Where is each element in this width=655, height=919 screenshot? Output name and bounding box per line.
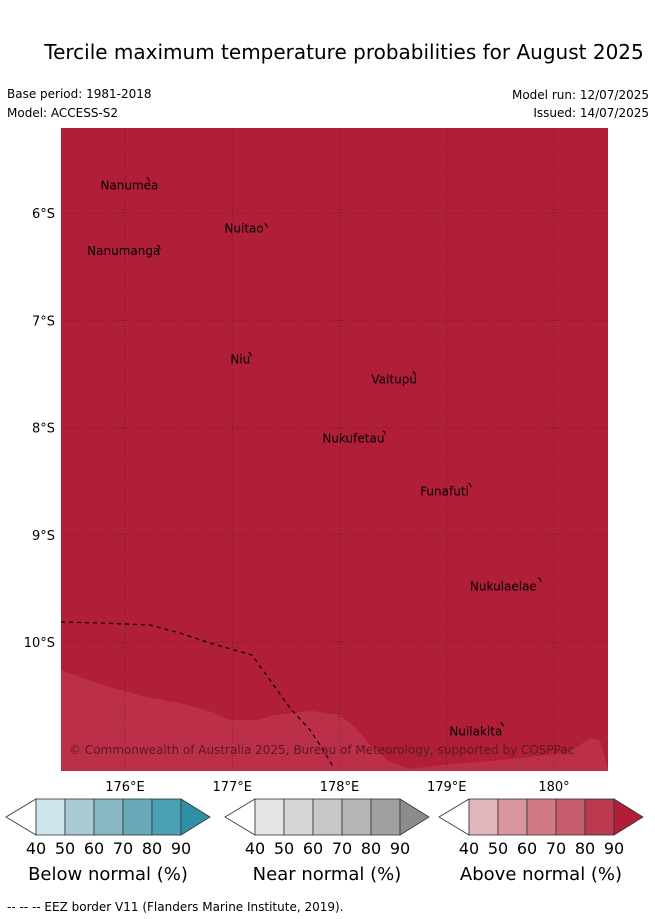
colorbar-segment bbox=[370, 798, 401, 836]
longitude-labels: 176°E 177°E 178°E 179°E 180° bbox=[105, 780, 569, 795]
longitude-label: 176°E bbox=[105, 780, 145, 795]
colorbar-segment bbox=[555, 798, 586, 836]
graticule bbox=[61, 128, 608, 771]
place-label: Nanumea bbox=[100, 179, 158, 193]
colorbar-segment bbox=[283, 798, 314, 836]
colorbar-segment bbox=[468, 798, 499, 836]
eez-footnote: -- -- -- EEZ border V11 (Flanders Marine… bbox=[7, 900, 344, 914]
place-label: Nuilakita bbox=[449, 724, 502, 738]
place-label: Funafuti bbox=[420, 484, 469, 498]
colorbar-legends: 40 50 60 70 80 90 Below normal (%) 40 50 60 70 80 90… bbox=[5, 798, 644, 885]
island-outline bbox=[500, 721, 504, 727]
place-label: Nanumanga bbox=[87, 244, 160, 258]
lower-probability-region bbox=[61, 670, 608, 771]
latitude-labels: 6°S 7°S 8°S 9°S 10°S bbox=[24, 207, 55, 651]
colorbar-segment bbox=[584, 798, 615, 836]
colorbar-tick-label: 50 bbox=[55, 839, 75, 858]
colorbar-segment bbox=[35, 798, 66, 836]
colorbar-below-normal: 40 50 60 70 80 90 Below normal (%) bbox=[5, 798, 211, 885]
colorbar-segment bbox=[497, 798, 528, 836]
colorbar-tick-label: 90 bbox=[604, 839, 624, 858]
place-label: Nuitao bbox=[224, 222, 263, 236]
island-outline bbox=[248, 351, 252, 357]
island-outline bbox=[264, 223, 268, 228]
longitude-label: 179°E bbox=[427, 780, 467, 795]
colorbar-segment bbox=[526, 798, 557, 836]
colorbar-extend-high bbox=[613, 798, 644, 836]
longitude-label: 180° bbox=[538, 780, 569, 795]
colorbar-tick-label: 90 bbox=[171, 839, 191, 858]
colorbar-tick-label: 40 bbox=[459, 839, 479, 858]
place-labels: Nanumea Nuitao Nanumanga Niu Vaitupu Nukufeta… bbox=[87, 177, 542, 738]
colorbar-tick-label: 80 bbox=[361, 839, 381, 858]
colorbar-tick-label: 70 bbox=[546, 839, 566, 858]
latitude-label: 7°S bbox=[32, 314, 55, 329]
colorbar-tick-label: 90 bbox=[390, 839, 410, 858]
colorbar-label: Near normal (%) bbox=[253, 864, 402, 885]
map-area: Nanumea Nuitao Nanumanga Niu Vaitupu Nukufeta… bbox=[60, 128, 608, 771]
colorbar-tick-label: 80 bbox=[575, 839, 595, 858]
latitude-label: 9°S bbox=[32, 529, 55, 544]
colorbar-above-normal: 40 50 60 70 80 90 Above normal (%) bbox=[438, 798, 644, 885]
latitude-label: 6°S bbox=[32, 207, 55, 222]
island-outline bbox=[382, 430, 386, 435]
colorbar-tick-label: 70 bbox=[113, 839, 133, 858]
colorbar-tick-label: 60 bbox=[303, 839, 323, 858]
latitude-label: 10°S bbox=[24, 636, 55, 651]
island-outline bbox=[412, 371, 416, 376]
colorbar-extend-low bbox=[224, 798, 256, 836]
colorbar-near-normal: 40 50 60 70 80 90 Near normal (%) bbox=[224, 798, 430, 885]
colorbar-tick-label: 70 bbox=[332, 839, 352, 858]
colorbar-segment bbox=[312, 798, 343, 836]
colorbar-label: Above normal (%) bbox=[460, 864, 622, 885]
island-outline bbox=[537, 577, 542, 582]
colorbar-segment bbox=[93, 798, 124, 836]
colorbar-tick-label: 40 bbox=[26, 839, 46, 858]
base-period-text: Base period: 1981-2018 bbox=[7, 87, 152, 101]
place-label: Vaitupu bbox=[371, 373, 417, 387]
place-label: Nukulaelae bbox=[470, 580, 537, 594]
latitude-label: 8°S bbox=[32, 422, 55, 437]
longitude-label: 177°E bbox=[212, 780, 252, 795]
colorbar-tick-label: 40 bbox=[245, 839, 265, 858]
colorbar-tick-label: 60 bbox=[517, 839, 537, 858]
colorbar-extend-low bbox=[5, 798, 37, 836]
model-run-text: Model run: 12/07/2025 bbox=[511, 88, 649, 102]
island-outline bbox=[156, 244, 161, 250]
colorbar-segment bbox=[254, 798, 285, 836]
model-text: Model: ACCESS-S2 bbox=[7, 106, 119, 120]
colorbar-segment bbox=[341, 798, 372, 836]
island-outline bbox=[467, 482, 472, 488]
copyright-text: © Commonwealth of Australia 2025, Bureau… bbox=[69, 743, 574, 757]
colorbar-tick-label: 60 bbox=[84, 839, 104, 858]
island-outline bbox=[146, 177, 150, 182]
colorbar-tick-label: 80 bbox=[142, 839, 162, 858]
colorbar-segment bbox=[64, 798, 95, 836]
probability-field bbox=[61, 128, 608, 771]
map-title: Tercile maximum temperature probabilitie… bbox=[44, 40, 644, 64]
colorbar-segment bbox=[122, 798, 153, 836]
colorbar-extend-low bbox=[438, 798, 470, 836]
colorbar-tick-label: 50 bbox=[488, 839, 508, 858]
colorbar-segment bbox=[151, 798, 182, 836]
eez-border-line bbox=[60, 621, 335, 769]
longitude-label: 178°E bbox=[320, 780, 360, 795]
colorbar-extend-high bbox=[399, 798, 430, 836]
issued-text: Issued: 14/07/2025 bbox=[533, 106, 649, 120]
colorbar-label: Below normal (%) bbox=[28, 864, 188, 885]
place-label: Nukufetau bbox=[322, 432, 384, 446]
colorbar-tick-label: 50 bbox=[274, 839, 294, 858]
place-label: Niu bbox=[230, 352, 250, 366]
colorbar-extend-high bbox=[180, 798, 211, 836]
